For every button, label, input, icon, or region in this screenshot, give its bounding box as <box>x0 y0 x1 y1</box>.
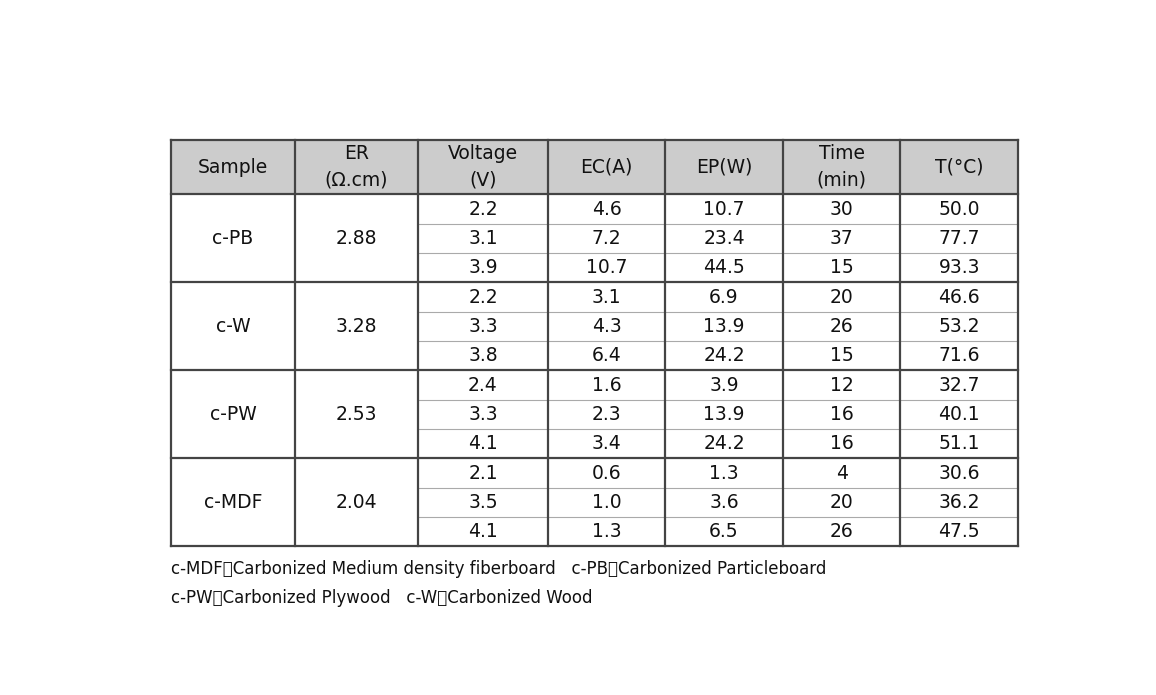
Text: 71.6: 71.6 <box>939 346 980 366</box>
Text: 30.6: 30.6 <box>939 464 980 482</box>
Text: 3.5: 3.5 <box>468 493 498 512</box>
Text: 4.1: 4.1 <box>468 522 498 541</box>
Text: 26: 26 <box>830 522 853 541</box>
Text: 23.4: 23.4 <box>703 229 744 248</box>
Text: 2.3: 2.3 <box>592 405 621 424</box>
Text: 3.3: 3.3 <box>468 405 498 424</box>
Text: EP(W): EP(W) <box>696 158 753 177</box>
Text: 24.2: 24.2 <box>703 434 744 453</box>
Text: EC(A): EC(A) <box>580 158 632 177</box>
Text: 15: 15 <box>830 259 853 277</box>
Text: 2.1: 2.1 <box>468 464 498 482</box>
Text: c-MDF：Carbonized Medium density fiberboard   c-PB：Carbonized Particleboard
c-PW：: c-MDF：Carbonized Medium density fiberboa… <box>171 559 827 607</box>
Text: T(°C): T(°C) <box>935 158 984 177</box>
Text: 13.9: 13.9 <box>703 405 744 424</box>
Text: 10.7: 10.7 <box>586 259 628 277</box>
Text: 6.5: 6.5 <box>710 522 739 541</box>
Text: 30: 30 <box>830 199 853 219</box>
Text: 13.9: 13.9 <box>703 317 744 336</box>
Text: 3.6: 3.6 <box>710 493 739 512</box>
Text: 77.7: 77.7 <box>939 229 980 248</box>
Text: 6.9: 6.9 <box>710 288 739 306</box>
Text: 3.28: 3.28 <box>336 317 377 336</box>
Text: 3.9: 3.9 <box>710 375 739 395</box>
Text: 1.3: 1.3 <box>710 464 739 482</box>
Text: 1.3: 1.3 <box>592 522 621 541</box>
Text: 4.1: 4.1 <box>468 434 498 453</box>
Text: Voltage
(V): Voltage (V) <box>447 145 518 190</box>
Text: 93.3: 93.3 <box>939 259 980 277</box>
Text: 4: 4 <box>836 464 847 482</box>
Text: c-W: c-W <box>216 317 251 336</box>
Text: 2.4: 2.4 <box>468 375 498 395</box>
Text: 10.7: 10.7 <box>703 199 744 219</box>
Text: 46.6: 46.6 <box>939 288 980 306</box>
Text: 3.9: 3.9 <box>468 259 498 277</box>
Text: 3.3: 3.3 <box>468 317 498 336</box>
Text: 4.6: 4.6 <box>592 199 621 219</box>
Text: 0.6: 0.6 <box>592 464 621 482</box>
Text: 24.2: 24.2 <box>703 346 744 366</box>
Text: 47.5: 47.5 <box>939 522 980 541</box>
Text: 6.4: 6.4 <box>592 346 621 366</box>
Text: 50.0: 50.0 <box>939 199 980 219</box>
Text: 3.1: 3.1 <box>592 288 621 306</box>
Text: 2.04: 2.04 <box>335 493 377 512</box>
Text: 53.2: 53.2 <box>939 317 980 336</box>
Text: 37: 37 <box>830 229 853 248</box>
Text: 2.53: 2.53 <box>336 405 377 424</box>
Text: 3.1: 3.1 <box>468 229 498 248</box>
Text: Time
(min): Time (min) <box>816 145 867 190</box>
Text: c-PB: c-PB <box>213 229 253 248</box>
Text: 26: 26 <box>830 317 853 336</box>
Text: 15: 15 <box>830 346 853 366</box>
Text: 4.3: 4.3 <box>592 317 621 336</box>
Text: 2.88: 2.88 <box>336 229 377 248</box>
Text: 44.5: 44.5 <box>703 259 744 277</box>
Text: 36.2: 36.2 <box>939 493 980 512</box>
Text: 1.0: 1.0 <box>592 493 621 512</box>
Text: 2.2: 2.2 <box>468 199 498 219</box>
Text: 1.6: 1.6 <box>592 375 621 395</box>
Text: 16: 16 <box>830 434 853 453</box>
Text: 20: 20 <box>830 493 853 512</box>
Text: 40.1: 40.1 <box>939 405 980 424</box>
Text: 32.7: 32.7 <box>939 375 980 395</box>
Text: 51.1: 51.1 <box>939 434 980 453</box>
Text: c-MDF: c-MDF <box>203 493 262 512</box>
Text: 3.8: 3.8 <box>468 346 498 366</box>
Text: c-PW: c-PW <box>209 405 257 424</box>
Text: 3.4: 3.4 <box>592 434 621 453</box>
Text: 12: 12 <box>830 375 853 395</box>
Text: Sample: Sample <box>198 158 268 177</box>
Text: 16: 16 <box>830 405 853 424</box>
Text: 2.2: 2.2 <box>468 288 498 306</box>
Text: 20: 20 <box>830 288 853 306</box>
Text: 7.2: 7.2 <box>592 229 621 248</box>
Text: ER
(Ω.cm): ER (Ω.cm) <box>325 145 388 190</box>
